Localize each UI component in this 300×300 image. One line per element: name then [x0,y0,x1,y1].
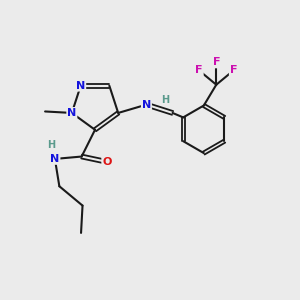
Text: F: F [230,65,237,75]
Text: N: N [142,100,151,110]
Text: O: O [102,157,112,167]
Text: N: N [67,108,76,118]
Text: H: H [47,140,56,150]
Text: N: N [76,81,85,91]
Text: F: F [195,65,203,75]
Text: N: N [50,154,59,164]
Text: F: F [212,57,220,68]
Text: H: H [161,94,169,105]
